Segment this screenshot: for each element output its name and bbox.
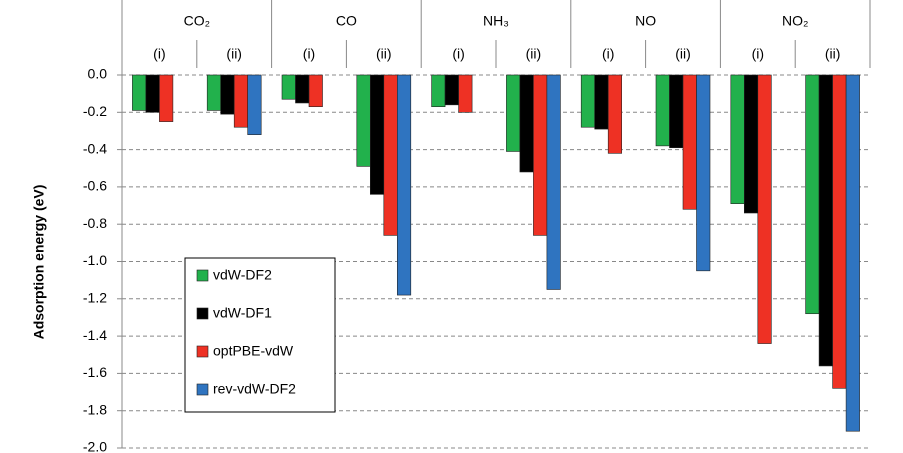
bar — [594, 74, 609, 130]
category-label: (ii) — [526, 46, 542, 62]
bar — [233, 74, 248, 128]
y-tick-label: -1.2 — [83, 290, 107, 306]
bar — [369, 74, 385, 195]
bar — [669, 74, 684, 149]
category-label: (ii) — [825, 46, 841, 62]
bar — [458, 74, 473, 113]
y-tick-label: -0.8 — [83, 215, 107, 231]
group-label: CO — [336, 13, 357, 29]
bar — [845, 74, 860, 432]
bar — [533, 74, 548, 236]
legend-swatch — [196, 269, 209, 282]
category-label: (i) — [602, 46, 614, 62]
y-axis-label: Adsorption energy (eV) — [31, 185, 47, 340]
bar — [159, 74, 174, 122]
y-tick-label: -1.8 — [83, 401, 107, 417]
bar — [655, 74, 670, 147]
bar — [743, 74, 759, 214]
bar — [220, 74, 235, 115]
y-tick-label: 0.0 — [88, 66, 108, 82]
legend-label: vdW-DF2 — [213, 267, 272, 283]
legend-box — [184, 257, 336, 413]
bar — [506, 74, 521, 152]
category-label: (i) — [452, 46, 464, 62]
bar — [247, 74, 262, 135]
bar — [818, 74, 833, 367]
bar — [757, 74, 772, 344]
bar — [607, 74, 623, 154]
bar — [730, 74, 745, 204]
group-label: NO — [635, 13, 656, 29]
y-tick-label: -0.4 — [83, 140, 107, 156]
y-tick-label: -1.0 — [83, 252, 107, 268]
bar — [356, 74, 371, 167]
legend-swatch — [196, 307, 209, 320]
bar — [580, 74, 596, 128]
bar — [396, 74, 412, 296]
bar — [145, 74, 160, 113]
group-label: CO₂ — [184, 13, 210, 29]
bar — [444, 74, 459, 106]
y-tick-label: -0.6 — [83, 178, 107, 194]
legend-swatch — [196, 345, 209, 358]
bar — [383, 74, 398, 236]
bar — [519, 74, 534, 173]
y-tick-label: -0.2 — [83, 103, 107, 119]
group-label: NO₂ — [782, 13, 808, 29]
bar — [132, 74, 147, 111]
y-tick-label: -2.0 — [83, 439, 107, 453]
y-tick-label: -1.4 — [83, 327, 107, 343]
group-label: NH₃ — [483, 13, 509, 29]
bar — [805, 74, 820, 315]
legend: vdW-DF2 vdW-DF1 optPBE-vdW rev-vdW-DF2 — [184, 257, 336, 413]
category-label: (i) — [303, 46, 315, 62]
bar — [696, 74, 711, 272]
legend-label: optPBE-vdW — [213, 343, 294, 359]
y-tick-label: -1.6 — [83, 364, 107, 380]
category-label: (ii) — [376, 46, 392, 62]
bar — [281, 74, 296, 100]
bar — [206, 74, 221, 111]
legend-label: vdW-DF1 — [213, 305, 272, 321]
bar — [546, 74, 561, 290]
category-label: (i) — [752, 46, 764, 62]
bar — [431, 74, 446, 108]
bar — [295, 74, 310, 104]
category-label: (ii) — [226, 46, 242, 62]
legend-label: rev-vdW-DF2 — [213, 381, 296, 397]
bar — [832, 74, 847, 389]
bar — [308, 74, 323, 108]
category-label: (ii) — [675, 46, 691, 62]
legend-swatch — [196, 383, 209, 396]
category-label: (i) — [153, 46, 165, 62]
bar — [682, 74, 697, 210]
